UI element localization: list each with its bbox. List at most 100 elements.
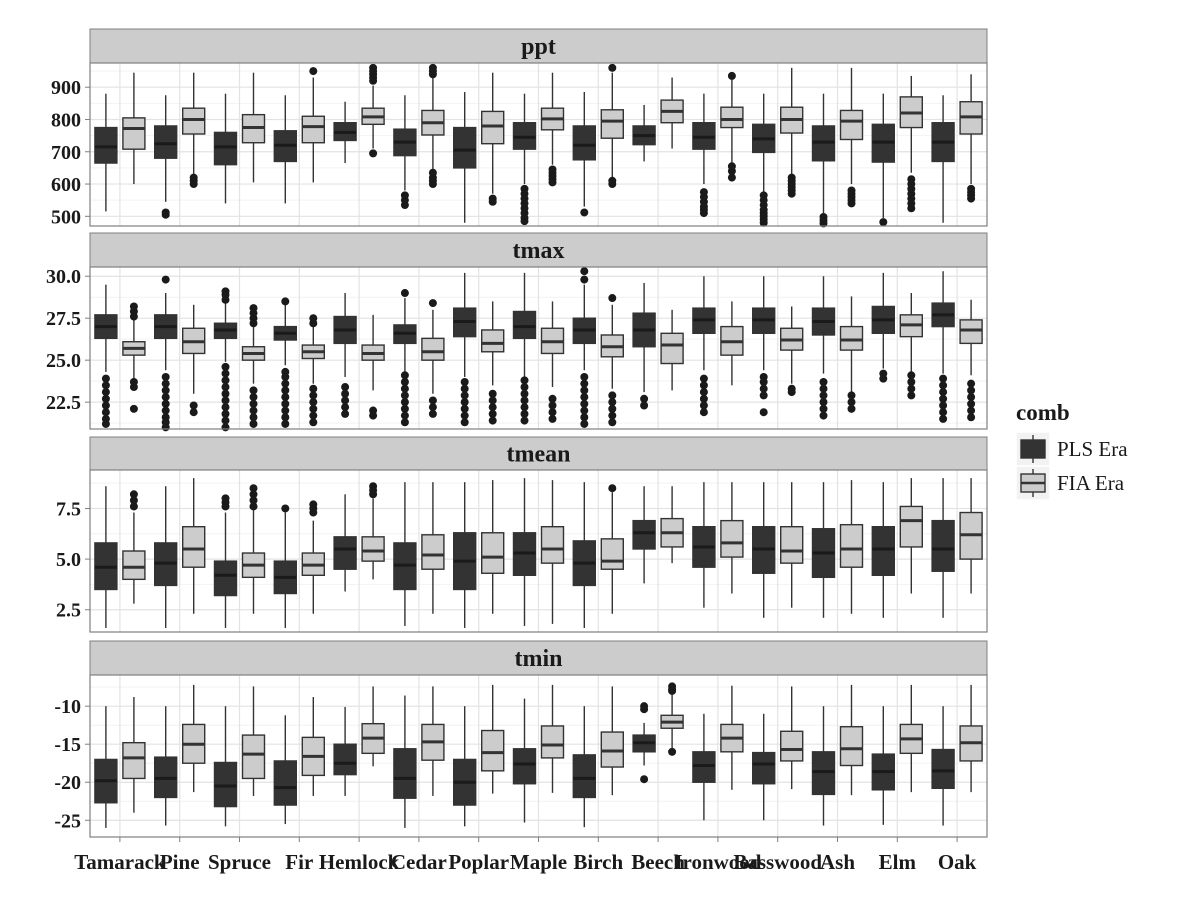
box-iqr — [839, 726, 864, 767]
outlier-point — [640, 401, 649, 410]
box-tmax-elm-fia — [899, 293, 923, 400]
outlier-point — [249, 490, 258, 499]
box-iqr — [540, 725, 565, 759]
outlier-point — [967, 413, 976, 422]
box-iqr — [122, 550, 146, 581]
x-tick-label: Basswood — [733, 850, 822, 874]
outlier-point — [281, 367, 290, 376]
outlier-point — [967, 406, 976, 415]
box-tmean-birch-fia — [600, 484, 624, 614]
outlier-point — [819, 391, 828, 400]
panel-border — [89, 62, 988, 227]
x-tick-label: Beech — [631, 850, 685, 874]
box-iqr — [839, 109, 864, 141]
outlier-point — [907, 384, 916, 393]
box-iqr — [931, 748, 955, 790]
outlier-point — [520, 184, 529, 193]
outlier-point — [939, 388, 948, 397]
outlier-point — [460, 398, 469, 407]
box-ppt-pine-pls — [153, 95, 178, 219]
outlier-point — [460, 384, 469, 393]
box-tmean-tamarack-pls — [94, 486, 118, 628]
outlier-point — [129, 502, 138, 511]
panel-ppt: ppt 500 600 700 800 900 — [51, 28, 988, 228]
outlier-point — [727, 162, 736, 171]
box-ppt-poplar-fia — [481, 72, 505, 206]
outlier-point — [847, 391, 856, 400]
outlier-point — [221, 409, 230, 418]
outlier-point — [548, 401, 557, 410]
box-ppt-oak-pls — [931, 95, 955, 223]
outlier-point — [341, 396, 350, 405]
box-tmin-maple-pls — [512, 698, 537, 823]
box-tmean-pine-fia — [181, 478, 206, 614]
box-ppt-ironwood-fia — [720, 71, 744, 182]
outlier-point — [341, 409, 350, 418]
box-iqr — [481, 329, 505, 353]
box-tmax-pine-fia — [181, 304, 206, 417]
box-tmax-cedar-fia — [421, 299, 445, 418]
outlier-point — [400, 418, 409, 427]
outlier-point — [400, 191, 409, 200]
outlier-point — [249, 393, 258, 402]
outlier-point — [580, 208, 589, 217]
outlier-point — [281, 399, 290, 408]
outlier-point — [281, 504, 290, 513]
outlier-point — [281, 386, 290, 395]
x-tick-label: Poplar — [448, 850, 509, 874]
box-tmax-oak-fia — [959, 299, 983, 422]
box-ppt-maple-pls — [512, 93, 537, 226]
facet-title: tmin — [515, 646, 563, 672]
x-tick-label: Maple — [510, 850, 567, 874]
outlier-point — [608, 294, 617, 303]
outlier-point — [608, 418, 617, 427]
box-iqr — [122, 117, 146, 150]
outlier-point — [488, 389, 497, 398]
box-tmin-oak-pls — [931, 706, 955, 826]
outlier-point — [939, 374, 948, 383]
box-tmax-tamarack-fia — [122, 302, 146, 413]
box-iqr — [600, 109, 624, 139]
box-iqr — [720, 106, 744, 129]
facet-title: ppt — [521, 34, 556, 60]
box-tmax-hemlock-pls — [333, 293, 357, 418]
x-tick-label: Spruce — [208, 850, 271, 874]
box-tmin-pine-fia — [181, 684, 206, 793]
legend: comb PLS Era FIA Era — [1015, 400, 1128, 501]
facet-title: tmax — [513, 238, 565, 264]
outlier-point — [249, 399, 258, 408]
outlier-point — [819, 398, 828, 407]
outlier-point — [699, 388, 708, 397]
outlier-point — [580, 372, 589, 381]
facet-title: tmean — [507, 442, 571, 468]
box-tmin-cedar-pls — [393, 695, 417, 828]
box-ppt-cedar-fia — [421, 63, 445, 189]
outlier-point — [879, 218, 888, 227]
outlier-point — [101, 374, 110, 383]
outlier-point — [369, 63, 378, 72]
outlier-point — [221, 494, 230, 503]
box-tmean-pine-pls — [153, 486, 178, 628]
outlier-point — [460, 418, 469, 427]
outlier-point — [400, 371, 409, 380]
box-tmin-poplar-fia — [481, 684, 505, 794]
box-tmin-birch-pls — [572, 706, 596, 828]
box-iqr — [213, 560, 238, 597]
box-tmax-ash-fia — [839, 296, 864, 413]
outlier-point — [727, 71, 736, 80]
outlier-point — [309, 500, 318, 509]
box-tmean-fir-pls — [273, 504, 297, 628]
x-tick-label: Fir — [285, 850, 313, 874]
box-tmin-pine-pls — [153, 706, 178, 826]
outlier-point — [939, 394, 948, 403]
outlier-point — [400, 398, 409, 407]
outlier-point — [460, 404, 469, 413]
box-iqr — [333, 536, 357, 570]
box-tmin-hemlock-fia — [361, 686, 385, 767]
outlier-point — [309, 384, 318, 393]
outlier-point — [759, 408, 768, 417]
outlier-point — [548, 394, 557, 403]
outlier-point — [488, 416, 497, 425]
outlier-point — [249, 484, 258, 493]
